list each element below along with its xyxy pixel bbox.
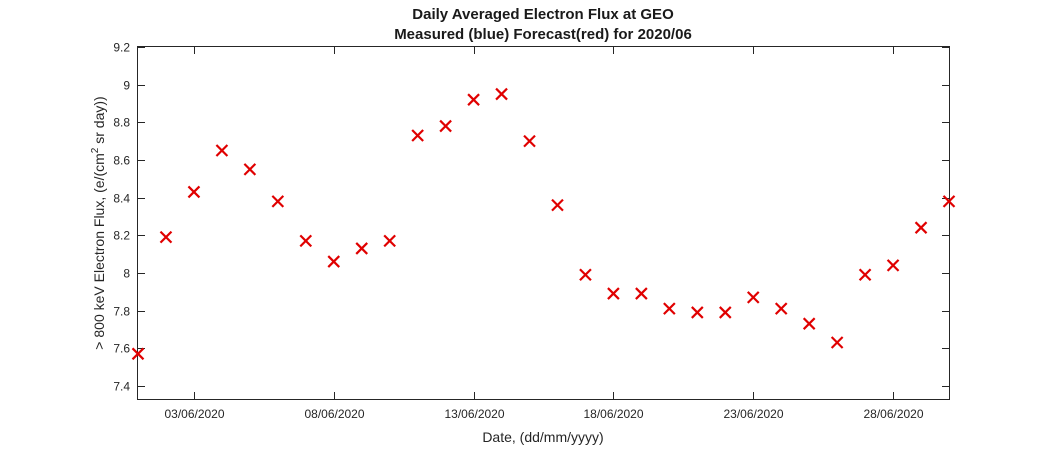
data-point — [523, 134, 536, 148]
data-point — [635, 287, 648, 300]
data-point — [355, 242, 369, 255]
data-point — [467, 93, 480, 106]
y-tick-label: 9 — [123, 79, 130, 93]
data-point — [327, 255, 341, 268]
x-tick-label: 08/06/2020 — [304, 407, 364, 421]
data-point — [774, 302, 788, 315]
data-point — [299, 234, 313, 248]
x-axis-label: Date, (dd/mm/yyyy) — [482, 429, 603, 445]
data-point — [551, 198, 564, 212]
y-tick-label: 7.8 — [113, 305, 130, 319]
y-tick-label: 8.4 — [113, 192, 130, 206]
y-axis-label-part-2: sr day)) — [91, 96, 107, 147]
data-point — [718, 306, 732, 319]
data-point — [383, 234, 396, 248]
data-point — [858, 268, 872, 282]
x-tick-label: 13/06/2020 — [444, 407, 504, 421]
data-point — [607, 287, 620, 300]
x-tick-label: 23/06/2020 — [723, 407, 783, 421]
x-tick-label: 03/06/2020 — [164, 407, 224, 421]
y-axis-label-superscript: 2 — [90, 147, 101, 153]
data-point — [579, 268, 592, 282]
plot-area: 7.4 7.6 7.8 8 8.2 8.4 8.6 8.8 9 9.2 03/06/2020 08/… — [113, 41, 956, 421]
data-series — [131, 87, 956, 361]
y-tick-label: 8.6 — [113, 154, 130, 168]
y-axis-label-part-1: > 800 keV Electron Flux, (e/(cm — [91, 153, 107, 349]
chart-subtitle: Measured (blue) Forecast(red) for 2020/0… — [394, 26, 692, 43]
data-point — [439, 119, 452, 133]
data-point — [663, 302, 676, 315]
y-axis-label: > 800 keV Electron Flux, (e/(cm2 sr day)… — [90, 96, 107, 349]
data-point — [215, 144, 229, 157]
plot-frame — [137, 46, 950, 400]
data-point — [691, 306, 704, 319]
data-point — [131, 347, 145, 361]
data-point — [271, 195, 285, 208]
data-point — [495, 87, 508, 101]
y-axis: 7.4 7.6 7.8 8 8.2 8.4 8.6 8.8 9 9.2 — [113, 41, 950, 394]
data-point — [802, 317, 816, 330]
y-tick-label: 8.8 — [113, 116, 130, 130]
data-point — [914, 221, 928, 234]
y-tick-label: 7.6 — [113, 342, 130, 356]
data-point — [746, 291, 760, 304]
y-tick-label: 8.2 — [113, 229, 130, 243]
data-point — [886, 259, 900, 272]
data-point — [942, 195, 956, 208]
y-tick-label: 8 — [123, 267, 130, 281]
y-tick-label: 9.2 — [113, 41, 130, 55]
data-point — [187, 185, 201, 199]
data-point — [243, 163, 257, 176]
data-point — [159, 230, 173, 244]
data-point — [411, 129, 424, 142]
data-point — [830, 336, 844, 349]
x-tick-label: 28/06/2020 — [863, 407, 923, 421]
x-tick-label: 18/06/2020 — [583, 407, 643, 421]
x-axis: 03/06/2020 08/06/2020 13/06/2020 18/06/2020… — [164, 47, 924, 421]
y-tick-label: 7.4 — [113, 380, 130, 394]
chart-title: Daily Averaged Electron Flux at GEO — [412, 6, 674, 23]
